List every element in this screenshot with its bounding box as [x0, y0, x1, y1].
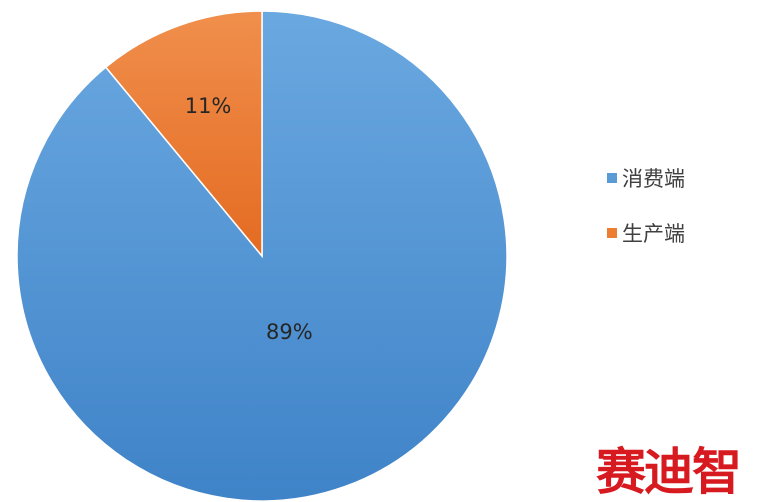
pie-slices	[16, 10, 508, 501]
legend-label-producer: 生产端	[622, 222, 685, 246]
pie-data-labels: 89% 11%	[185, 94, 313, 344]
data-label-producer: 11%	[185, 94, 232, 118]
data-label-consumer: 89%	[266, 320, 313, 344]
legend-item-consumer: 消费端	[607, 166, 685, 191]
legend-label-consumer: 消费端	[622, 167, 685, 191]
legend-swatch-consumer	[607, 173, 617, 183]
legend-item-producer: 生产端	[607, 221, 685, 246]
legend: 消费端 生产端	[607, 166, 685, 276]
watermark-logo: 赛迪智	[596, 443, 742, 501]
legend-swatch-producer	[607, 228, 617, 238]
pie-slice-producer	[104, 10, 263, 259]
